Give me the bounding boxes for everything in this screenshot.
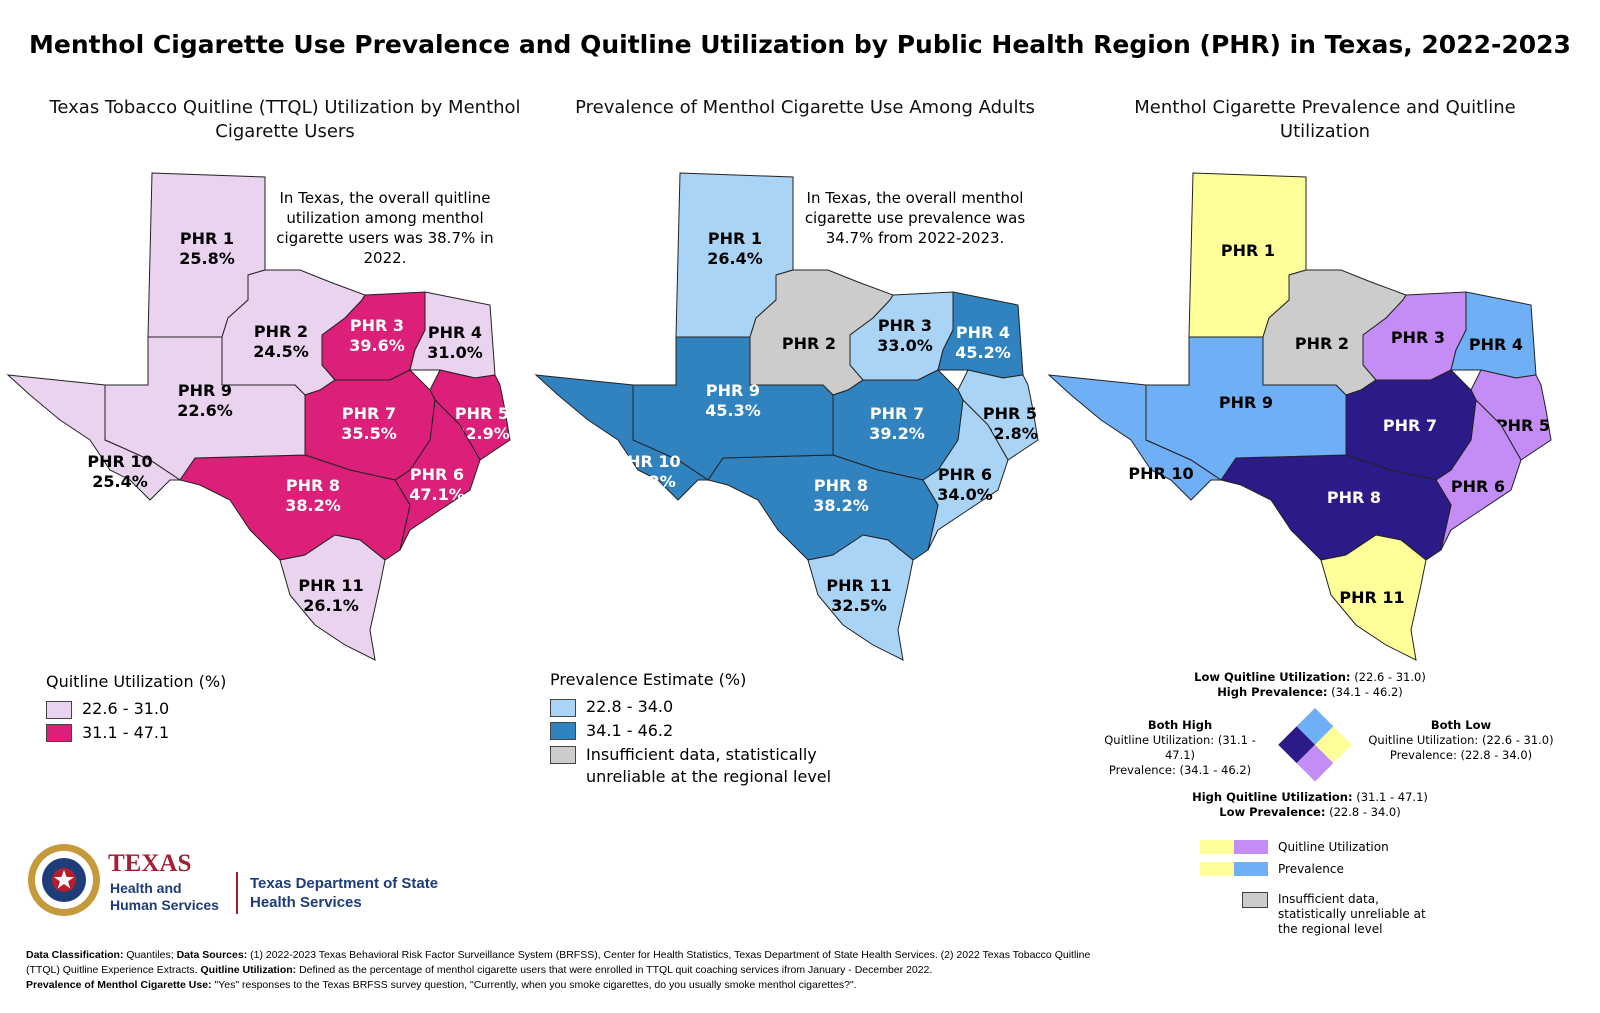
region-label: PHR 9 bbox=[1219, 393, 1273, 412]
key-insufficient-label: Insufficient data, statistically unrelia… bbox=[1278, 892, 1426, 936]
legend-item: 31.1 - 47.1 bbox=[46, 722, 226, 742]
map2-legend: Prevalence Estimate (%) 22.8 - 34.0 34.1… bbox=[550, 670, 896, 792]
hhs-subtitle: Health and Human Services bbox=[110, 880, 219, 913]
legend-item: 22.6 - 31.0 bbox=[46, 699, 226, 719]
region-label: PHR 4 31.0% bbox=[427, 323, 483, 362]
region-label: PHR 8 bbox=[1327, 488, 1381, 507]
dshs-title: Texas Department of State Health Service… bbox=[250, 875, 439, 911]
legend-item: 22.8 - 34.0 bbox=[550, 697, 896, 717]
region-label: PHR 1 25.8% bbox=[179, 229, 235, 268]
bivariate-bottom-label: High Quitline Utilization: (31.1 - 47.1)… bbox=[1192, 790, 1428, 819]
legend-label: 31.1 - 47.1 bbox=[82, 722, 170, 742]
region-label: PHR 4 45.2% bbox=[955, 323, 1011, 362]
legend-title: Quitline Utilization (%) bbox=[46, 672, 227, 691]
region-phr-10[interactable] bbox=[534, 374, 710, 501]
bivariate-top-label: Low Quitline Utilization: (22.6 - 31.0) … bbox=[1194, 670, 1426, 699]
legend-swatch bbox=[550, 698, 576, 717]
region-label: PHR 7 35.5% bbox=[341, 404, 397, 443]
maps-canvas: PHR 1 25.8% PHR 2 24.5% PHR 3 39.6% PHR 4 31.0%… bbox=[6, 172, 1552, 661]
key-quitline-label: Quitline Utilization bbox=[1278, 840, 1389, 854]
map1-subtitle: Texas Tobacco Quitline (TTQL) Utilizatio… bbox=[49, 97, 521, 142]
legend-label: Insufficient data, statistically unrelia… bbox=[586, 745, 832, 786]
region-label: PHR 8 38.2% bbox=[285, 476, 341, 515]
key-prevalence-label: Prevalence bbox=[1278, 862, 1344, 876]
region-label: PHR 11 26.1% bbox=[298, 576, 363, 615]
region-phr-10[interactable] bbox=[6, 374, 182, 501]
region-label: PHR 9 22.6% bbox=[177, 381, 233, 420]
hhs-title: TEXAS bbox=[108, 850, 192, 877]
region-label: PHR 4 bbox=[1469, 335, 1523, 354]
region-label: PHR 10 25.4% bbox=[87, 452, 152, 491]
legend-swatch bbox=[550, 746, 576, 764]
legend-label: 34.1 - 46.2 bbox=[586, 720, 674, 740]
region-label: PHR 1 26.4% bbox=[707, 229, 763, 268]
region-label: PHR 3 39.6% bbox=[349, 316, 405, 355]
legend-swatch bbox=[550, 722, 576, 740]
legend-title: Prevalence Estimate (%) bbox=[550, 670, 747, 689]
region-phr-11[interactable] bbox=[1320, 534, 1427, 661]
legend-item: Insufficient data, statistically unrelia… bbox=[550, 744, 896, 788]
region-label: PHR 7 bbox=[1383, 416, 1437, 435]
region-label: PHR 7 39.2% bbox=[869, 404, 925, 443]
map3-subtitle: Menthol Cigarette Prevalence and Quitlin… bbox=[1134, 97, 1516, 142]
legend-label: 22.8 - 34.0 bbox=[586, 697, 674, 716]
region-label: PHR 6 47.1% bbox=[409, 465, 465, 504]
region-label: PHR 9 45.3% bbox=[705, 381, 761, 420]
region-label: PHR 1 bbox=[1221, 241, 1275, 260]
map-1: PHR 1 25.8% PHR 2 24.5% PHR 3 39.6% PHR 4 31.0%… bbox=[6, 172, 511, 661]
map1-legend: Quitline Utilization (%) 22.6 - 31.0 31.… bbox=[46, 672, 226, 746]
map2-subtitle: Prevalence of Menthol Cigarette Use Amon… bbox=[575, 97, 1035, 118]
bivariate-diamond bbox=[1278, 708, 1352, 782]
region-label: PHR 3 33.0% bbox=[877, 316, 933, 355]
region-label: PHR 6 34.0% bbox=[937, 465, 993, 504]
region-label: PHR 11 32.5% bbox=[826, 576, 891, 615]
logos: TEXAS Health and Human Services Texas De… bbox=[26, 842, 446, 922]
region-phr-11[interactable] bbox=[807, 534, 914, 661]
footer-notes: Data Classification: Quantiles; Data Sou… bbox=[26, 949, 1091, 991]
main-title: Menthol Cigarette Use Prevalence and Qui… bbox=[29, 30, 1571, 59]
region-label: PHR 5 bbox=[1496, 416, 1550, 435]
region-label: PHR 3 bbox=[1391, 328, 1445, 347]
logo-divider bbox=[236, 872, 238, 914]
region-phr-10[interactable] bbox=[1047, 374, 1223, 501]
region-label: PHR 10 46.2% bbox=[615, 452, 680, 491]
legend-swatch bbox=[46, 700, 72, 719]
legend-swatch bbox=[46, 724, 72, 742]
region-label: PHR 10 bbox=[1128, 464, 1193, 483]
bivariate-left-label: Both High Quitline Utilization: (31.1 - 4… bbox=[1104, 718, 1256, 777]
bivariate-right-label: Both Low Quitline Utilization: (22.6 - 31… bbox=[1368, 718, 1554, 762]
map2-note: In Texas, the overall menthol cigarette … bbox=[804, 189, 1026, 247]
map1-note: In Texas, the overall quitline utilizati… bbox=[276, 189, 494, 267]
region-label: PHR 11 bbox=[1339, 588, 1404, 607]
region-phr-11[interactable] bbox=[279, 534, 386, 661]
region-label: PHR 8 38.2% bbox=[813, 476, 869, 515]
region-label: PHR 2 24.5% bbox=[253, 322, 309, 361]
legend-item: 34.1 - 46.2 bbox=[550, 720, 896, 740]
bivariate-key: Quitline Utilization Prevalence Insuffic… bbox=[1200, 840, 1448, 937]
map-3: PHR 1 PHR 2 PHR 3 PHR 4 PHR 5 PHR 6 PHR 7 PHR 8… bbox=[1047, 172, 1552, 661]
region-label: PHR 2 bbox=[1295, 334, 1349, 353]
hhs-seal-logo bbox=[28, 844, 100, 916]
region-label: PHR 6 bbox=[1451, 477, 1505, 496]
legend-label: 22.6 - 31.0 bbox=[82, 699, 170, 718]
region-label: PHR 2 bbox=[782, 334, 836, 353]
